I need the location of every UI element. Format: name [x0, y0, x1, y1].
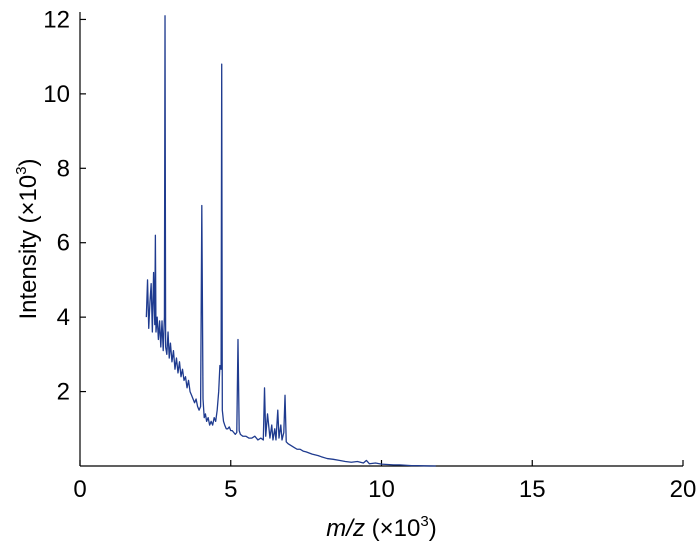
y-axis-title-close: ) — [15, 158, 42, 166]
y-axis-title-sup: 3 — [13, 166, 30, 174]
y-axis-title-text: Intensity (×10 — [15, 175, 42, 320]
y-tick-label: 2 — [57, 379, 70, 406]
spectrum-line — [145, 15, 436, 467]
x-tick-label: 15 — [519, 476, 546, 503]
y-tick-label: 4 — [57, 304, 70, 331]
axes — [79, 12, 683, 467]
y-tick-label: 12 — [43, 6, 70, 33]
x-tick-label: 0 — [73, 476, 86, 503]
y-tick-label: 6 — [57, 230, 70, 257]
x-tick-label: 20 — [670, 476, 697, 503]
x-axis-title-text: (×10 — [365, 515, 420, 542]
x-tick-label: 5 — [224, 476, 237, 503]
x-axis-title: m/z (×103) — [326, 513, 436, 542]
y-axis-title: Intensity (×103) — [13, 158, 42, 319]
x-axis-title-close: ) — [429, 515, 437, 542]
x-tick-label: 10 — [368, 476, 395, 503]
ticks: 0 5 10 15 20 2 4 6 8 10 12 — [43, 6, 696, 503]
x-axis-title-italic: m/z — [326, 515, 365, 542]
x-axis-title-sup: 3 — [420, 513, 428, 530]
y-tick-label: 10 — [43, 81, 70, 108]
y-tick-label: 8 — [57, 155, 70, 182]
series-group — [145, 15, 436, 467]
